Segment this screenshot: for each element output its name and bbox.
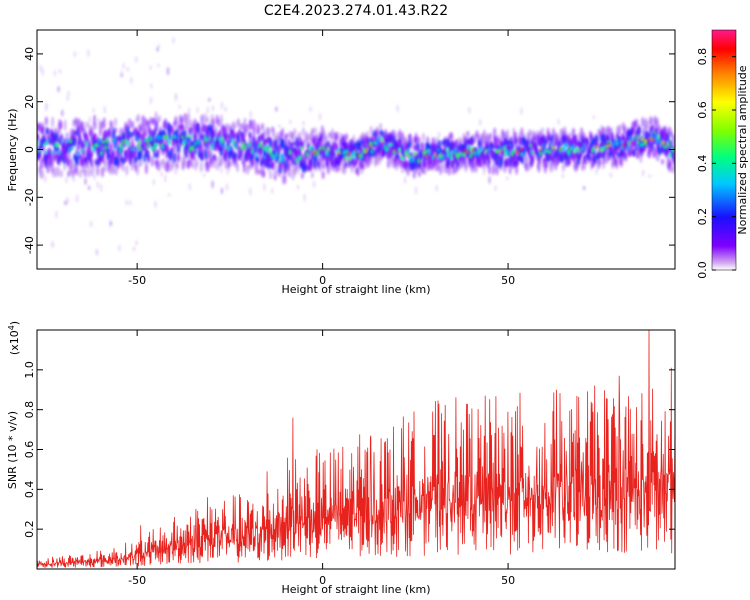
snr-ytick-label: 0.2 xyxy=(23,520,36,538)
spectrogram-ytick-label: 20 xyxy=(23,95,36,109)
colorbar-ticks: 0.0 0.2 0.4 0.6 0.8 xyxy=(696,48,736,279)
snr-xtick-label: 0 xyxy=(319,574,326,587)
spectrogram-ytick-label: 0 xyxy=(23,146,36,153)
colorbar-tick-label: 0.6 xyxy=(696,101,709,119)
snr-xtick-label: 50 xyxy=(501,574,515,587)
snr-ytick-label: 0.8 xyxy=(23,401,36,419)
snr-xlabel: Height of straight line (km) xyxy=(281,583,430,596)
colorbar-tick-label: 0.4 xyxy=(696,155,709,173)
spectrogram-xlabel: Height of straight line (km) xyxy=(281,283,430,296)
colorbar: 0.0 0.2 0.4 0.6 0.8 Normalized spectral ampl… xyxy=(696,29,749,279)
colorbar-tick-label: 0.0 xyxy=(696,261,709,279)
spectrogram-xtick-label: 0 xyxy=(319,274,326,287)
snr-ytick-label: 0.4 xyxy=(23,481,36,499)
spectrogram-ytick-label: -20 xyxy=(23,188,36,206)
figure-title: C2E4.2023.274.01.43.R22 xyxy=(264,3,448,19)
spectrogram-ticks: -50 0 50 -40 -20 0 20 40 xyxy=(23,30,675,287)
spectrogram-xtick-label: -50 xyxy=(128,274,146,287)
colorbar-tick-label: 0.2 xyxy=(696,208,709,226)
snr-xtick-label: -50 xyxy=(128,574,146,587)
snr-ylabel: SNR (10 * v/v) xyxy=(6,411,19,489)
snr-y-multiplier: (x104) xyxy=(7,321,21,355)
snr-series-line xyxy=(37,330,675,568)
snr-ytick-label: 1.0 xyxy=(23,361,36,379)
spectrogram-heatmap xyxy=(37,37,675,256)
spectrogram-ytick-label: -40 xyxy=(23,236,36,254)
spectrogram-ytick-label: 40 xyxy=(23,47,36,61)
snr-panel: -50 0 50 0.2 0.4 0.6 0.8 1.0 Height of straight… xyxy=(6,321,676,596)
snr-ytick-label: 0.6 xyxy=(23,441,36,459)
colorbar-tick-label: 0.8 xyxy=(696,48,709,66)
spectrogram-xtick-label: 50 xyxy=(501,274,515,287)
snr-ticks: -50 0 50 0.2 0.4 0.6 0.8 1.0 xyxy=(23,330,675,587)
spectrogram-ylabel: Frequency (Hz) xyxy=(6,109,19,192)
spectrogram-panel: -50 0 50 -40 -20 0 20 40 Height of straight lin… xyxy=(6,29,676,296)
colorbar-label: Normalized spectral amplitude xyxy=(736,65,749,234)
